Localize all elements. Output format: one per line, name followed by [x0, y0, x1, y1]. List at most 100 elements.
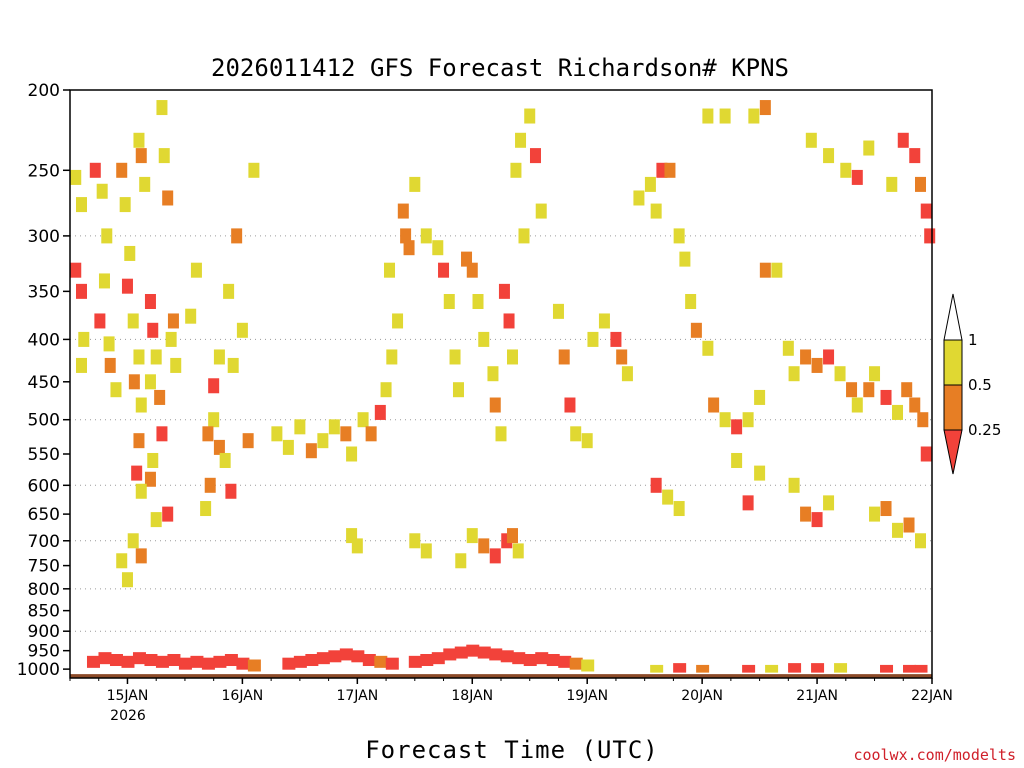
heatmap-cell-4: [78, 331, 90, 347]
heatmap-cell-105: [570, 426, 582, 442]
heatmap-cell-61: [271, 426, 283, 442]
heatmap-cell-13: [110, 382, 122, 398]
y-tick-label-650: 650: [28, 505, 60, 525]
heatmap-cell-20: [128, 374, 140, 390]
band-cell-26: [420, 654, 434, 667]
heatmap-cell-38: [144, 471, 156, 487]
heatmap-cell-83: [443, 293, 455, 309]
heatmap-cell-186: [213, 349, 225, 365]
heatmap-cell-78: [409, 176, 421, 192]
band-cell-27: [431, 652, 445, 665]
heatmap-cell-73: [386, 349, 398, 365]
heatmap-cell-69: [357, 412, 369, 428]
heatmap-cell-92: [495, 426, 507, 442]
heatmap-cell-166: [869, 506, 881, 522]
heatmap-cell-125: [742, 412, 754, 428]
heatmap-cell-64: [305, 443, 317, 459]
y-tick-label-800: 800: [28, 580, 60, 600]
heatmap-cell-99: [524, 108, 536, 124]
heatmap-cell-18: [127, 313, 139, 329]
heatmap-cell-68: [346, 446, 358, 462]
band-cell-17: [305, 654, 319, 667]
x-tick-label-22JAN: 22JAN: [911, 688, 953, 704]
heatmap-cell-112: [633, 190, 645, 206]
heatmap-cell-142: [909, 397, 921, 413]
heatmap-cell-155: [805, 132, 817, 148]
heatmap-cell-5: [75, 357, 87, 373]
heatmap-cell-1: [75, 197, 87, 213]
band-cell-30: [466, 644, 480, 657]
heatmap-cell-133: [823, 349, 835, 365]
ground-fill: [70, 673, 932, 678]
heatmap-cell-156: [759, 100, 771, 116]
heatmap-cell-146: [909, 148, 921, 164]
heatmap-cell-143: [917, 412, 929, 428]
heatmap-cell-114: [650, 203, 662, 219]
heatmap-cell-141: [901, 382, 913, 398]
heatmap-cell-93: [498, 283, 510, 299]
heatmap-cell-50: [208, 412, 220, 428]
heatmap-cell-160: [731, 452, 743, 468]
heatmap-cell-25: [144, 293, 156, 309]
band-cell-34: [512, 652, 526, 665]
heatmap-cell-58: [227, 357, 239, 373]
heatmap-cell-182: [420, 543, 432, 559]
heatmap-cell-148: [920, 203, 932, 219]
heatmap-cell-66: [328, 419, 340, 435]
heatmap-cell-100: [529, 148, 541, 164]
heatmap-cell-22: [133, 132, 145, 148]
heatmap-cell-98: [518, 228, 530, 244]
band-cell-7: [167, 654, 181, 667]
heatmap-cell-122: [708, 397, 720, 413]
band-cell-14: [247, 659, 261, 672]
heatmap-cell-104: [564, 397, 576, 413]
heatmap-cell-162: [788, 477, 800, 493]
x-tick-label-15JAN: 15JAN: [107, 688, 149, 704]
heatmap-cell-89: [478, 331, 490, 347]
heatmap-cell-128: [771, 262, 783, 278]
heatmap-cell-70: [365, 426, 377, 442]
heatmap-cell-172: [662, 489, 674, 505]
legend-top-arrow: [943, 293, 963, 341]
heatmap-cell-9: [98, 273, 110, 289]
heatmap-cell-84: [449, 349, 461, 365]
heatmap-cell-179: [506, 528, 518, 544]
heatmap-cell-150: [886, 176, 898, 192]
band-cell-31: [477, 646, 491, 659]
x-year-label: 2026: [110, 708, 146, 724]
legend-bottom-arrow: [943, 429, 963, 475]
heatmap-cell-36: [156, 426, 168, 442]
band-cell-28: [443, 648, 457, 661]
heatmap-cell-76: [400, 228, 412, 244]
heatmap-cell-19: [133, 349, 145, 365]
heatmap-cell-149: [924, 228, 936, 244]
heatmap-cell-57: [223, 283, 235, 299]
heatmap-cell-140: [892, 404, 904, 420]
heatmap-cell-74: [392, 313, 404, 329]
heatmap-cell-120: [690, 322, 702, 338]
heatmap-cell-103: [558, 349, 570, 365]
heatmap-cell-72: [380, 382, 392, 398]
heatmap-cell-174: [742, 495, 754, 511]
y-tick-label-250: 250: [28, 161, 60, 181]
heatmap-cell-185: [346, 528, 358, 544]
y-tick-label-400: 400: [28, 330, 60, 350]
heatmap-cell-40: [162, 506, 174, 522]
heatmap-cell-88: [472, 293, 484, 309]
band-cell-24: [385, 657, 399, 670]
heatmap-cell-137: [863, 382, 875, 398]
y-tick-label-500: 500: [28, 411, 60, 431]
band-cell-37: [546, 654, 560, 667]
y-tick-label-350: 350: [28, 282, 60, 302]
heatmap-cell-44: [127, 533, 139, 549]
heatmap-cell-33: [167, 313, 179, 329]
heatmap-cell-24: [139, 176, 151, 192]
heatmap-cell-80: [420, 228, 432, 244]
heatmap-cell-59: [236, 322, 248, 338]
heatmap-cell-180: [512, 543, 524, 559]
heatmap-cell-132: [811, 357, 823, 373]
heatmap-cell-27: [150, 349, 162, 365]
heatmap-cell-121: [702, 340, 714, 356]
heatmap-cell-168: [892, 522, 904, 538]
heatmap-cell-106: [581, 433, 593, 449]
